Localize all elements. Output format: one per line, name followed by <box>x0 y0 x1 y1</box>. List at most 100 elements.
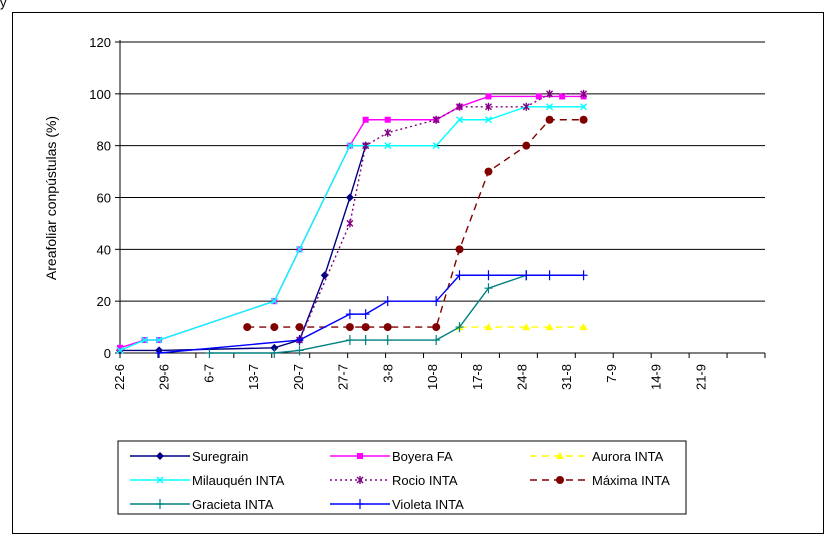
legend-item-boyera-fa-marker <box>357 453 363 459</box>
x-tick-label: 13-7 <box>246 364 261 390</box>
series-gracieta-inta-marker <box>295 345 304 356</box>
y-tick-label: 20 <box>97 294 111 309</box>
series-milauqu-n-inta-marker <box>346 142 354 150</box>
series-rocio-inta-line <box>298 93 584 341</box>
legend-label: Violeta INTA <box>392 497 464 512</box>
x-tick-label: 27-7 <box>336 364 351 390</box>
series-aurora-inta-marker <box>545 323 554 331</box>
series-violeta-inta-line <box>158 274 584 354</box>
series-violeta-inta-marker <box>455 270 464 281</box>
legend-item-m-xima-inta-marker <box>556 476 564 484</box>
series-milauqu-n-inta-marker <box>155 336 163 344</box>
x-tick-label: 17-8 <box>470 364 485 390</box>
series-rocio-inta-marker <box>546 89 554 98</box>
legend-item-suregrain: Suregrain <box>130 449 248 464</box>
x-tick-label: 24-8 <box>514 364 529 390</box>
legend-item-rocio-inta: Rocio INTA <box>330 473 458 488</box>
legend-item-violeta-inta-marker <box>356 499 364 509</box>
series-aurora-inta-marker <box>484 323 493 331</box>
series-boyera-fa-marker <box>559 93 566 100</box>
legend-item-milauqu-n-inta: Milauquén INTA <box>130 473 285 488</box>
series-m-xima-inta-marker <box>383 323 392 332</box>
x-tick-label: 10-8 <box>425 364 440 390</box>
y-tick-label: 0 <box>104 346 111 361</box>
series-violeta-inta-marker <box>383 296 392 307</box>
series-m-xima-inta-marker <box>361 323 370 332</box>
series-m-xima-inta-marker <box>455 245 464 254</box>
series-m-xima-inta-marker <box>522 141 531 150</box>
series-violeta-inta-marker <box>484 270 493 281</box>
x-tick-label: 7-9 <box>604 364 619 383</box>
y-tick-label: 80 <box>97 139 111 154</box>
x-tick-label: 6-7 <box>201 364 216 383</box>
series-m-xima-inta-marker <box>432 323 441 332</box>
x-tick-label: 20-7 <box>291 364 306 390</box>
series-m-xima-inta-marker <box>545 115 554 124</box>
legend-label: Rocio INTA <box>392 473 458 488</box>
legend-label: Milauquén INTA <box>192 473 285 488</box>
legend-item-gracieta-inta: Gracieta INTA <box>130 497 274 512</box>
series-lines <box>116 89 588 358</box>
series-boyera-fa-marker <box>535 93 542 100</box>
y-axis-label: Areafoliar conpústulas (%) <box>43 116 59 280</box>
series-violeta-inta-marker <box>155 348 164 358</box>
series-m-xima-inta-marker <box>579 115 588 124</box>
y-tick-label: 40 <box>97 242 111 257</box>
series-milauqu-n-inta-marker <box>116 346 124 354</box>
series-rocio-inta-marker <box>522 102 530 111</box>
series-gracieta-inta-marker <box>345 335 354 346</box>
legend-label: Máxima INTA <box>592 473 670 488</box>
series-m-xima-inta <box>243 115 588 332</box>
series-gracieta-inta-marker <box>383 335 392 346</box>
series-gracieta-inta-marker <box>484 283 493 294</box>
y-tick-label: 120 <box>89 35 111 50</box>
series-violeta-inta-marker <box>432 296 441 307</box>
series-m-xima-inta-marker <box>243 323 252 332</box>
legend: Suregrain Boyera FA Aurora INTA Milauquén I… <box>117 440 687 515</box>
legend-label: Gracieta INTA <box>192 497 274 512</box>
legend-item-suregrain-marker <box>156 452 164 460</box>
x-tick-label: 31-8 <box>559 364 574 390</box>
series-boyera-fa-marker <box>362 116 369 123</box>
series-m-xima-inta-marker <box>270 323 279 332</box>
series-m-xima-inta-marker <box>484 167 493 176</box>
series-suregrain-line <box>120 145 367 352</box>
legend-item-boyera-fa: Boyera FA <box>330 449 453 464</box>
series-violeta-inta-marker <box>361 309 370 320</box>
series-milauqu-n-inta-marker <box>546 103 554 111</box>
series-suregrain-marker <box>345 193 354 202</box>
series-violeta-inta-marker <box>345 309 354 320</box>
series-milauqu-n-inta-marker <box>270 297 278 305</box>
series-rocio-inta <box>296 89 588 345</box>
series-milauqu-n-inta-marker <box>141 336 149 344</box>
y-axis-ticks: 0 20 40 60 80 100 120 <box>89 35 120 361</box>
series-gracieta-inta-marker <box>361 335 370 346</box>
series-rocio-inta-marker <box>432 115 440 124</box>
series-suregrain-marker <box>320 271 329 280</box>
series-violeta-inta-marker <box>545 270 554 281</box>
series-rocio-inta-marker <box>362 141 370 150</box>
legend-label: Boyera FA <box>392 449 453 464</box>
series-milauqu-n-inta-marker <box>484 116 492 124</box>
series-m-xima-inta-marker <box>295 323 304 332</box>
series-milauqu-n-inta-marker <box>384 142 392 150</box>
series-suregrain <box>116 141 370 355</box>
series-gracieta-inta-line <box>209 274 527 354</box>
x-axis-ticks: 22-6 29-6 6-7 13-7 20-7 27-7 3-8 10-8 17-8 24-8 31… <box>112 353 766 390</box>
legend-item-rocio-inta-marker <box>356 476 364 484</box>
legend-label: Suregrain <box>192 449 248 464</box>
series-suregrain-marker <box>270 343 279 352</box>
x-tick-label: 14-9 <box>649 364 664 390</box>
series-boyera-fa-marker <box>384 116 391 123</box>
series-milauqu-n-inta-marker <box>432 142 440 150</box>
gridlines <box>120 41 765 302</box>
series-milauqu-n-inta-marker <box>580 103 588 111</box>
series-rocio-inta-marker <box>580 89 588 98</box>
y-tick-label: 100 <box>89 87 111 102</box>
x-tick-label: 3-8 <box>380 364 395 383</box>
series-violeta-inta <box>155 270 588 358</box>
series-milauqu-n-inta-marker <box>456 116 464 124</box>
series-aurora-inta <box>455 323 588 331</box>
x-tick-label: 21-9 <box>693 364 708 390</box>
